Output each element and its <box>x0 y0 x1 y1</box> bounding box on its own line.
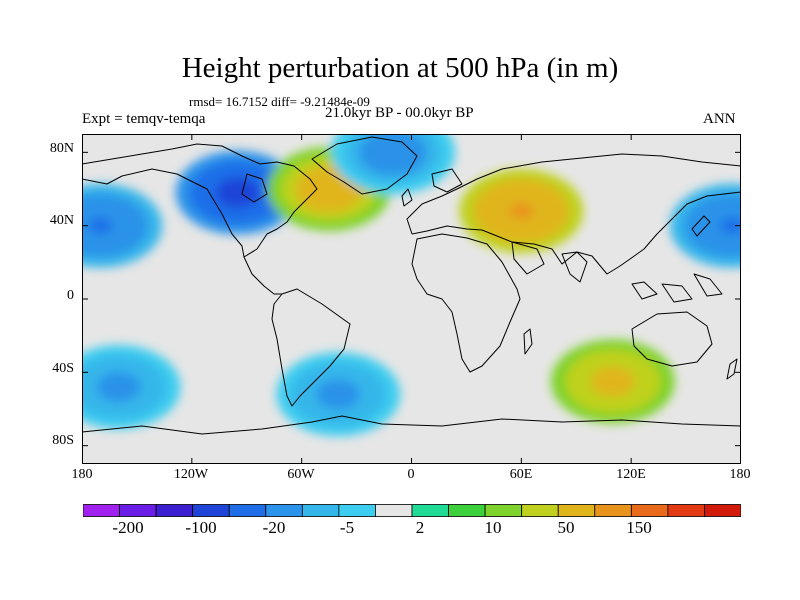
colorbar-cell <box>192 504 230 517</box>
anomaly-center <box>331 134 456 195</box>
colorbar-cell <box>704 504 741 517</box>
x-tick-label: 60W <box>287 467 315 482</box>
colorbar-cell <box>630 504 669 517</box>
colorbar-label: 2 <box>415 518 425 537</box>
contour-level <box>317 181 342 197</box>
anomaly-center <box>82 183 163 268</box>
period-label: 21.0kyr BP - 00.0kyr BP <box>325 105 474 121</box>
contour-level <box>381 144 406 161</box>
rmsd-stats: rmsd= 16.7152 diff= -9.21484e-09 <box>189 94 370 109</box>
colorbar-cell <box>265 504 303 517</box>
anomaly-center <box>669 183 741 268</box>
x-tick-label: 0 <box>407 467 415 482</box>
contour-level <box>509 203 534 219</box>
x-tick-label: 180 <box>729 467 751 482</box>
contour-level <box>326 386 351 403</box>
coastlines <box>82 136 741 435</box>
colorbar <box>83 504 741 517</box>
colorbar-label: -100 <box>185 518 217 537</box>
contour-level <box>106 379 131 395</box>
colorbar-cell <box>594 504 632 517</box>
season-label: ANN <box>703 111 736 127</box>
experiment-label: Expt = temqv-temqa <box>82 111 206 127</box>
colorbar-cell <box>448 504 486 517</box>
colorbar-cell <box>155 504 194 517</box>
colorbar-cell <box>119 504 157 517</box>
colorbar-label: -200 <box>112 518 144 537</box>
colorbar-cell <box>375 504 413 517</box>
colorbar-label: 50 <box>557 518 575 537</box>
colorbar-label: 150 <box>626 518 652 537</box>
chart-title: Height perturbation at 500 hPa (in m) <box>181 52 619 84</box>
x-tick-label: 120W <box>173 467 209 482</box>
x-tick-label: 120E <box>616 467 646 482</box>
colorbar-cell <box>484 504 523 517</box>
y-tick-label: 80S <box>52 433 74 448</box>
colorbar-cell <box>521 504 559 517</box>
colorbar-cell <box>338 504 376 517</box>
colorbar-cell <box>667 504 705 517</box>
colorbar-label: -20 <box>262 518 286 537</box>
colorbar-cell <box>301 504 340 517</box>
colorbar-cell <box>228 504 267 517</box>
anomaly-center <box>459 169 584 253</box>
contour-level <box>225 184 250 201</box>
anomaly-center <box>550 339 675 424</box>
height-perturbation-map <box>82 134 741 464</box>
colorbar-cell <box>411 504 449 517</box>
colorbar-cell <box>557 504 596 517</box>
y-tick-label: 80N <box>49 141 74 156</box>
y-tick-label: 40S <box>52 361 74 376</box>
anomaly-center <box>276 352 401 437</box>
anomaly-center <box>175 150 300 235</box>
colorbar-cell <box>83 504 120 517</box>
y-tick-label: 0 <box>67 288 74 303</box>
y-tick-label: 40N <box>49 213 74 228</box>
contour-level <box>88 217 113 234</box>
anomaly-center <box>82 345 181 429</box>
contour-level <box>719 217 741 234</box>
x-tick-label: 180 <box>71 467 93 482</box>
colorbar-label: 10 <box>484 518 502 537</box>
colorbar-label: -5 <box>339 518 355 537</box>
contour-level <box>600 373 625 390</box>
x-tick-label: 60E <box>509 467 533 482</box>
